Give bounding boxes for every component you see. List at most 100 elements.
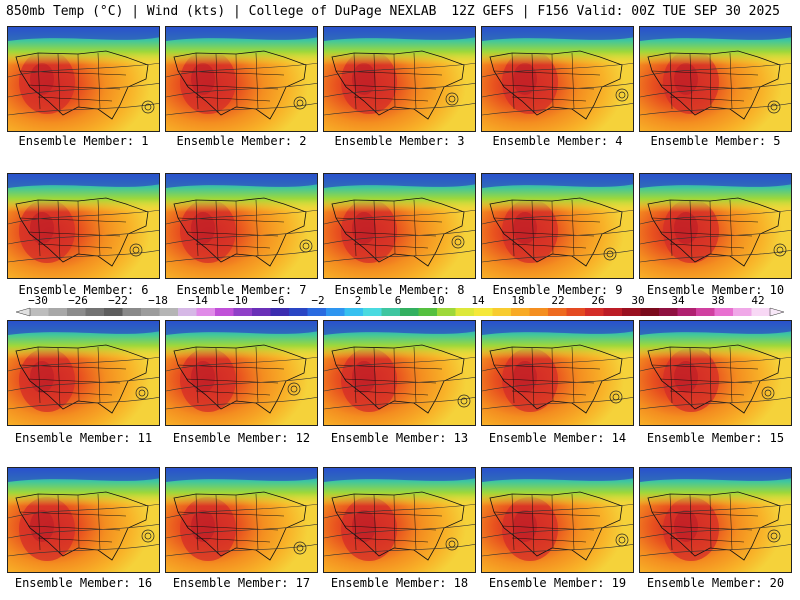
colorbar-tick-label: 30 [631,294,644,307]
colorbar-low-arrow [15,307,31,317]
ensemble-member-caption: Ensemble Member: 12 [172,431,311,445]
colorbar-swatch [215,308,234,316]
colorbar-swatch [233,308,253,316]
colorbar-tick-label: −22 [108,294,128,307]
colorbar-tick-label: 34 [671,294,685,307]
ensemble-member-map [639,173,792,279]
ensemble-member-map [481,320,634,426]
colorbar-swatch [585,308,604,316]
ensemble-member-caption: Ensemble Member: 15 [646,431,785,445]
colorbar-tick-label: −18 [148,294,168,307]
colorbar-tick-label: 10 [431,294,444,307]
ensemble-member-caption: Ensemble Member: 14 [488,431,627,445]
colorbar-tick-label: −26 [68,294,88,307]
colorbar-tick-label: 22 [551,294,564,307]
colorbar-swatch [622,308,641,316]
colorbar-swatch [437,308,456,316]
colorbar-swatch [751,308,771,316]
colorbar-tick-label: 18 [511,294,524,307]
model-run-info: 12Z GEFS | F156 Valid: 00Z TUE SEP 30 20… [451,4,780,19]
map-title: 850mb Temp (°C) | Wind (kts) | College o… [6,4,437,19]
colorbar-swatch [492,308,512,316]
colorbar-swatch [677,308,697,316]
temperature-colorbar: −30 −26 −22 −18 −14 −10 −6 −2 2 6 10 14 18 22 26 30 34 38… [15,294,785,317]
ensemble-member-map [481,173,634,279]
colorbar-high-arrow [769,307,785,317]
ensemble-member-caption: Ensemble Member: 8 [334,283,465,297]
colorbar-swatch [363,308,382,316]
colorbar-tick-label: 2 [355,294,362,307]
colorbar-tick-label: 42 [751,294,764,307]
ensemble-member-caption: Ensemble Member: 17 [172,576,311,590]
ensemble-member-map [481,26,634,132]
ensemble-member-map [481,467,634,573]
ensemble-member-caption: Ensemble Member: 9 [492,283,623,297]
colorbar-tick-label: 14 [471,294,485,307]
colorbar-swatch [178,308,197,316]
colorbar-tick-label: 6 [395,294,402,307]
colorbar-swatch [548,308,567,316]
colorbar-swatch [307,308,327,316]
colorbar-swatch [400,308,419,316]
colorbar-swatch [474,308,493,316]
colorbar-tick-label: −30 [28,294,48,307]
ensemble-member-map [639,320,792,426]
ensemble-member-map [323,26,476,132]
ensemble-member-caption: Ensemble Member: 3 [334,134,465,148]
colorbar-tick-label: 26 [591,294,604,307]
colorbar-swatch [30,308,49,316]
ensemble-member-map [7,26,160,132]
colorbar-swatch [48,308,68,316]
colorbar-tick-label: −2 [311,294,324,307]
colorbar-swatch [270,308,290,316]
ensemble-member-map [165,320,318,426]
ensemble-member-caption: Ensemble Member: 19 [488,576,627,590]
colorbar-swatch [344,308,364,316]
ensemble-member-caption: Ensemble Member: 5 [650,134,781,148]
ensemble-member-caption: Ensemble Member: 6 [18,283,149,297]
colorbar-tick-label: −6 [271,294,284,307]
colorbar-swatch [640,308,660,316]
ensemble-member-caption: Ensemble Member: 16 [14,576,153,590]
colorbar-swatch [603,308,623,316]
colorbar-swatch [85,308,105,316]
colorbar-swatch [289,308,308,316]
colorbar-tick-label: −10 [228,294,248,307]
colorbar-swatch [196,308,216,316]
colorbar-swatch [511,308,530,316]
ensemble-member-map [165,467,318,573]
colorbar-swatch [566,308,586,316]
colorbar-swatch [529,308,549,316]
colorbar-swatch [381,308,401,316]
colorbar-tick-label: 38 [711,294,724,307]
ensemble-member-map [639,26,792,132]
ensemble-member-caption: Ensemble Member: 7 [176,283,307,297]
ensemble-member-map [165,26,318,132]
ensemble-member-caption: Ensemble Member: 18 [330,576,469,590]
colorbar-swatch [659,308,678,316]
ensemble-member-caption: Ensemble Member: 2 [176,134,307,148]
colorbar-swatch [696,308,715,316]
colorbar-swatch [455,308,475,316]
ensemble-member-caption: Ensemble Member: 20 [646,576,785,590]
colorbar-swatch [714,308,734,316]
colorbar-swatch [67,308,86,316]
colorbar-swatch [122,308,142,316]
ensemble-member-map [7,467,160,573]
colorbar-swatch [418,308,438,316]
colorbar-swatch [159,308,179,316]
colorbar-swatch [252,308,271,316]
ensemble-member-map [323,320,476,426]
colorbar-swatch [326,308,345,316]
ensemble-member-caption: Ensemble Member: 10 [646,283,785,297]
ensemble-member-caption: Ensemble Member: 1 [18,134,149,148]
ensemble-member-caption: Ensemble Member: 13 [330,431,469,445]
colorbar-swatch [733,308,752,316]
ensemble-member-map [323,173,476,279]
ensemble-member-map [7,173,160,279]
ensemble-member-map [165,173,318,279]
ensemble-member-caption: Ensemble Member: 11 [14,431,153,445]
colorbar-tick-label: −14 [188,294,208,307]
colorbar-swatch [104,308,123,316]
ensemble-member-map [7,320,160,426]
